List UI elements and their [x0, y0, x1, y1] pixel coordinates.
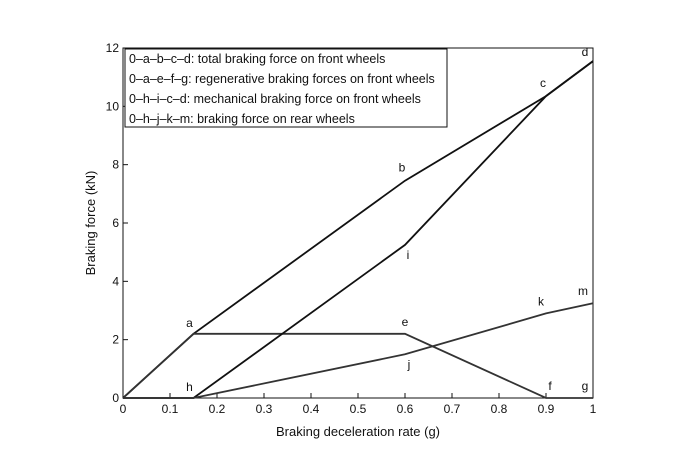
point-label-j: j: [407, 357, 411, 371]
legend-entry-rear: 0–h–j–k–m: braking force on rear wheels: [129, 112, 355, 126]
point-label-g: g: [582, 379, 589, 393]
x-tick-label: 0.6: [397, 402, 414, 416]
y-tick-label: 4: [112, 274, 119, 288]
series-lines: [122, 60, 594, 399]
y-tick-label: 10: [106, 99, 120, 113]
y-tick-label: 8: [112, 158, 119, 172]
x-axis-title: Braking deceleration rate (g): [276, 424, 440, 439]
point-label-k: k: [538, 294, 545, 308]
point-label-e: e: [402, 315, 409, 329]
x-tick-label: 0.2: [209, 402, 226, 416]
x-tick-label: 0.9: [538, 402, 555, 416]
point-label-a: a: [186, 316, 193, 330]
x-tick-label: 0: [120, 402, 127, 416]
x-tick-label: 0.3: [256, 402, 273, 416]
point-label-c: c: [540, 76, 546, 90]
series-line-4: [123, 302, 594, 399]
x-tick-label: 0.8: [491, 402, 508, 416]
point-label-h: h: [186, 380, 193, 394]
y-tick-label: 6: [112, 216, 119, 230]
y-tick-label: 0: [112, 391, 119, 405]
x-tick-label: 0.5: [350, 402, 367, 416]
x-tick-label: 0.4: [303, 402, 320, 416]
point-label-m: m: [578, 284, 588, 298]
series-line-2: [122, 332, 593, 399]
legend: 0–a–b–c–d: total braking force on front …: [124, 48, 448, 128]
y-tick-label: 2: [112, 333, 119, 347]
point-label-f: f: [548, 379, 552, 393]
y-axis-title: Braking force (kN): [83, 171, 98, 276]
point-label-i: i: [407, 248, 410, 262]
point-label-b: b: [399, 161, 406, 175]
y-tick-label: 12: [106, 41, 120, 55]
legend-box: [124, 48, 448, 128]
x-tick-label: 0.1: [162, 402, 179, 416]
legend-entry-mechanical-front: 0–h–i–c–d: mechanical braking force on f…: [129, 92, 421, 106]
legend-entry-regenerative-front: 0–a–e–f–g: regenerative braking forces o…: [129, 72, 435, 86]
point-labels: a b c d e f g h i j k m: [186, 45, 588, 394]
point-label-d: d: [582, 45, 589, 59]
x-tick-label: 1: [590, 402, 597, 416]
legend-entry-total-front: 0–a–b–c–d: total braking force on front …: [129, 52, 385, 66]
x-tick-label: 0.7: [444, 402, 461, 416]
